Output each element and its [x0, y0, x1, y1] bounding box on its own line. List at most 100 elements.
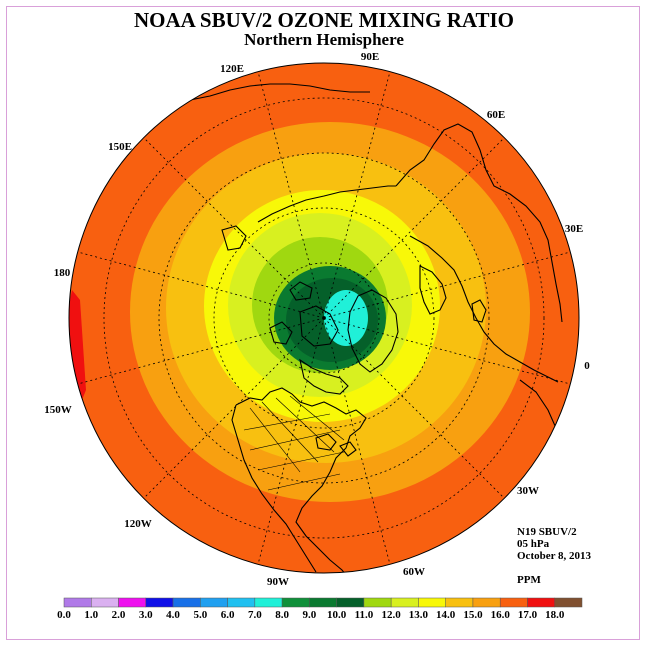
meridian-line-1 [323, 133, 509, 319]
meridian-label-0: 90E [361, 51, 379, 63]
colorbar-tick-7: 7.0 [248, 609, 262, 621]
meridian-line-4 [139, 133, 325, 319]
north-america-coastline [235, 387, 367, 573]
colorbar-tick-18: 18.0 [545, 609, 565, 621]
colorbar-tick-12: 12.0 [382, 609, 402, 621]
meridian-line-10 [323, 317, 509, 503]
meridian-label-10: 150E [108, 141, 132, 153]
map-boundary [68, 62, 580, 574]
colorbar-tick-13: 13.0 [409, 609, 429, 621]
state-line-7 [257, 451, 345, 471]
state-line-3 [275, 397, 335, 453]
meridian-label-1: 60E [487, 109, 505, 121]
colorbar-swatch-0 [63, 597, 92, 608]
colorbar-swatch-15 [472, 597, 501, 608]
latitude-circle-3 [103, 97, 545, 539]
colorbar-swatch-18 [554, 597, 583, 608]
colorbar-swatch-5 [200, 597, 228, 608]
kamchatka [221, 225, 247, 251]
meridian-line-2 [323, 66, 392, 319]
colorbar-swatch-16 [499, 597, 528, 608]
ozone-region-8 [324, 290, 368, 346]
meridian-line-8 [256, 317, 325, 570]
colorbar-tick-5: 5.0 [193, 609, 207, 621]
meridian-label-9: 180 [54, 267, 71, 279]
colorbar-tick-3: 3.0 [139, 609, 153, 621]
graticule-layer [72, 66, 576, 570]
colorbar-swatch-9 [309, 597, 337, 608]
colorbar-tick-8: 8.0 [275, 609, 289, 621]
us-state-grid [243, 395, 345, 491]
eurasia-coastline [395, 123, 563, 323]
colorbar-tick-11: 11.0 [355, 609, 374, 621]
meridian-line-9 [323, 317, 392, 570]
meridian-label-2: 30E [565, 223, 583, 235]
meridian-label-4: 30W [517, 485, 539, 497]
meridian-line-5 [72, 250, 325, 319]
meridian-label-6: 90W [267, 576, 289, 588]
colorbar-tick-0: 0.0 [57, 609, 71, 621]
colorbar-tick-15: 15.0 [463, 609, 483, 621]
colorbar-swatch-14 [445, 597, 474, 608]
colorbar-swatch-17 [527, 597, 555, 608]
colorbar-swatch-4 [172, 597, 201, 608]
colorbar-swatch-12 [390, 597, 419, 608]
colorbar: 0.0 1.0 2.0 3.0 4.0 5.0 6.0 7.0 8.0 9.0 10.0 11.0 12… [57, 597, 583, 621]
hudson-bay [299, 358, 349, 395]
meridian-label-5: 60W [403, 566, 425, 578]
state-line-2 [261, 401, 319, 463]
meridian-line-0 [323, 250, 576, 319]
meridian-label-7: 120W [124, 518, 152, 530]
colorbar-swatch-7 [254, 597, 283, 608]
europe-coast [409, 235, 559, 383]
colorbar-tick-1: 1.0 [84, 609, 98, 621]
colorbar-tick-6: 6.0 [221, 609, 235, 621]
uk-isles [471, 299, 487, 323]
meridian-line-3 [256, 66, 325, 319]
state-line-6 [249, 429, 341, 451]
level-label: 05 hPa [517, 538, 550, 550]
colorbar-swatch-3 [145, 597, 174, 608]
state-line-1 [249, 407, 301, 473]
colorbar-swatch-2 [118, 597, 147, 608]
colorbar-tick-16: 16.0 [491, 609, 511, 621]
colorbar-swatch-10 [336, 597, 365, 608]
state-line-8 [267, 473, 341, 491]
page-title: NOAA SBUV/2 OZONE MIXING RATIO [134, 8, 514, 32]
colorbar-swatch-6 [227, 597, 256, 608]
scandinavia [419, 265, 447, 315]
info-block: N19 SBUV/2 05 hPa October 8, 2013 [517, 526, 591, 562]
page-subtitle: Northern Hemisphere [244, 30, 404, 49]
latitude-circle-0 [268, 262, 380, 374]
meridian-label-3: 0 [584, 360, 590, 372]
latitude-circle-2 [158, 152, 490, 484]
colorbar-swatch-13 [418, 597, 446, 608]
colorbar-tick-4: 4.0 [166, 609, 180, 621]
meridian-labels: 90E 60E 30E 0 30W 60W 90W 120W 150W 180 150E 120E [44, 51, 590, 588]
colorbar-tick-14: 14.0 [436, 609, 456, 621]
west-coast [231, 404, 317, 573]
meridian-label-8: 150W [44, 404, 72, 416]
latitude-circle-1 [213, 207, 435, 429]
instrument-label: N19 SBUV/2 [517, 526, 577, 538]
colorbar-tick-9: 9.0 [302, 609, 316, 621]
colorbar-swatch-8 [281, 597, 310, 608]
meridian-label-11: 120E [220, 63, 244, 75]
colorbar-swatch-1 [91, 597, 119, 608]
units-label: PPM [517, 574, 541, 586]
date-label: October 8, 2013 [517, 550, 592, 562]
siberia-coast [257, 185, 396, 223]
meridian-line-6 [72, 317, 325, 386]
state-line-4 [289, 395, 345, 441]
meridian-line-11 [323, 317, 576, 386]
plot-frame [6, 6, 640, 640]
great-lakes [315, 433, 357, 457]
colorbar-tick-2: 2.0 [112, 609, 126, 621]
colorbar-tick-10: 10.0 [327, 609, 347, 621]
meridian-line-7 [139, 317, 325, 503]
greenland-coastline [347, 289, 399, 373]
colorbar-tick-17: 17.0 [518, 609, 538, 621]
colorbar-swatch-11 [363, 597, 392, 608]
